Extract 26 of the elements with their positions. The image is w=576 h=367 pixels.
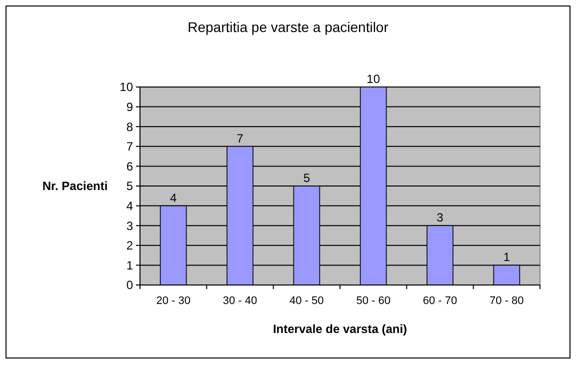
x-tick-label: 70 - 80 — [490, 295, 524, 307]
data-label: 1 — [503, 250, 510, 264]
y-tick-label: 1 — [126, 258, 134, 272]
y-tick-label: 2 — [126, 238, 134, 253]
x-tick-label: 50 - 60 — [356, 295, 390, 307]
y-axis-title: Nr. Pacienti — [42, 179, 108, 194]
data-label: 3 — [436, 210, 444, 225]
y-tick-label: 7 — [126, 140, 134, 154]
x-tick-label: 30 - 40 — [222, 295, 258, 307]
x-tick-label: 20 - 30 — [156, 295, 190, 307]
chart-title: Repartitia pe varste a pacientilor — [188, 19, 389, 35]
data-label: 4 — [170, 190, 177, 205]
data-label: 5 — [303, 171, 310, 185]
y-tick-label: 9 — [126, 100, 134, 114]
x-axis-title: Intervale de varsta (ani) — [272, 322, 408, 336]
y-tick-label: 10 — [120, 80, 134, 94]
data-label: 7 — [236, 131, 244, 146]
y-tick-label: 6 — [126, 159, 134, 174]
y-tick-label: 3 — [126, 218, 134, 233]
y-tick-label: 8 — [126, 120, 134, 134]
y-tick-label: 4 — [126, 199, 134, 213]
y-tick-label: 0 — [126, 278, 134, 292]
x-tick-label: 60 - 70 — [422, 295, 458, 307]
y-tick-label: 5 — [126, 179, 134, 194]
x-tick-label: 40 - 50 — [290, 295, 324, 307]
data-label: 10 — [366, 72, 380, 86]
